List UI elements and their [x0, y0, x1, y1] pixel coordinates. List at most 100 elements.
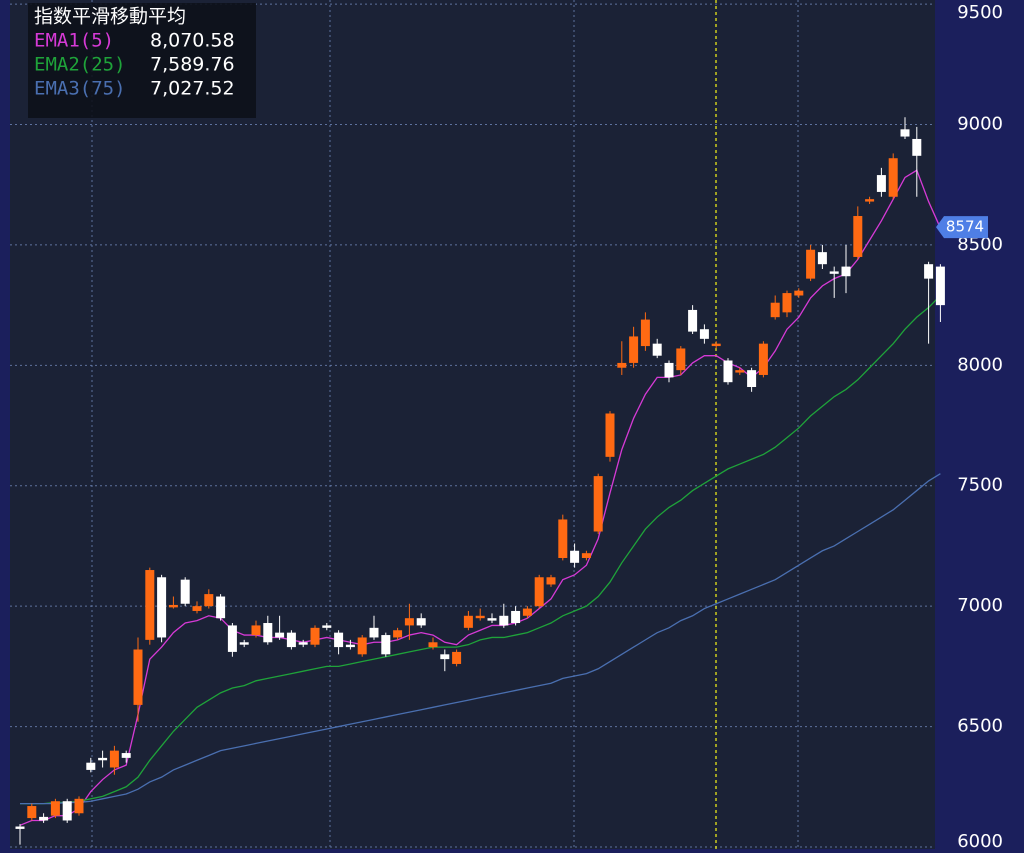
candle-body	[133, 649, 143, 705]
candle-body	[652, 343, 662, 356]
candle-body	[227, 625, 237, 652]
candle-body	[251, 625, 261, 636]
candle-body	[463, 615, 473, 628]
candle-body	[617, 362, 627, 368]
candle-body	[676, 348, 686, 371]
candle-body	[581, 553, 591, 558]
candle-body	[310, 627, 320, 645]
candle-body	[86, 762, 96, 770]
candle-body	[298, 642, 308, 645]
candle-body	[452, 651, 462, 664]
candle-body	[121, 753, 131, 758]
y-tick-label: 6500	[957, 716, 1003, 737]
candle-body	[27, 806, 37, 819]
candle-body	[98, 757, 108, 761]
y-tick-label: 6000	[957, 831, 1003, 852]
candle-body	[475, 615, 485, 619]
candle-body	[393, 630, 403, 638]
candle-body	[62, 801, 72, 821]
candle-body	[192, 606, 202, 611]
candle-body	[263, 623, 273, 643]
legend-name: EMA1(5)	[34, 30, 114, 52]
y-tick-label: 9500	[957, 2, 1003, 23]
legend: 指数平滑移動平均	[28, 3, 256, 118]
candle-body	[239, 642, 249, 645]
candle-body	[640, 319, 650, 347]
candle-body	[440, 654, 450, 660]
candle-body	[275, 632, 285, 638]
candle-body	[900, 129, 910, 137]
candle-body	[145, 570, 155, 640]
date-gridlines	[91, 0, 799, 849]
candle-body	[50, 801, 60, 816]
candles	[15, 117, 945, 845]
candle-body	[286, 632, 296, 648]
candle-body	[487, 618, 497, 621]
candle-body	[817, 252, 827, 265]
price-tag-bg	[936, 216, 988, 239]
legend-value: 7,589.76	[150, 54, 235, 76]
candle-body	[912, 138, 922, 156]
candle-body	[15, 826, 25, 829]
candle-body	[334, 632, 344, 648]
candle-body	[735, 370, 745, 373]
candle-body	[345, 644, 355, 648]
plot-area	[10, 0, 935, 849]
legend-name: EMA3(75)	[34, 78, 126, 100]
candle-body	[758, 343, 768, 375]
h-grid	[10, 3, 935, 848]
candle-body	[711, 343, 721, 347]
candle-body	[369, 627, 379, 638]
candle-body	[180, 579, 190, 604]
candle-body	[629, 336, 639, 363]
candle-body	[782, 293, 792, 313]
candle-body	[428, 642, 438, 648]
candle-body	[829, 271, 839, 274]
legend-title: 指数平滑移動平均	[34, 6, 186, 28]
legend-box	[28, 3, 256, 118]
ema-line	[20, 295, 941, 805]
candle-body	[404, 618, 414, 626]
candle-body	[511, 610, 521, 624]
price-tag: 8574	[946, 218, 984, 236]
y-tick-label: 8000	[957, 354, 1003, 375]
candle-body	[204, 594, 214, 607]
candle-body	[546, 577, 556, 585]
candle-body	[770, 302, 780, 318]
candle-body	[935, 266, 945, 306]
candle-body	[593, 476, 603, 532]
ema-line	[19, 169, 941, 826]
y-tick-label: 8500	[957, 234, 1003, 255]
candle-body	[723, 360, 733, 383]
candle-body	[74, 798, 84, 814]
candle-body	[322, 625, 332, 628]
legend-value: 7,027.52	[150, 78, 235, 100]
candle-body	[747, 370, 757, 388]
ema-lines	[19, 169, 941, 826]
candle-body	[381, 635, 391, 655]
candle-body	[794, 290, 804, 296]
candle-body	[499, 615, 509, 626]
y-tick-label: 9000	[957, 114, 1003, 135]
candle-body	[853, 216, 863, 257]
candle-body	[806, 249, 816, 279]
ema-line	[20, 473, 941, 805]
candle-body	[357, 637, 367, 655]
candle-body	[605, 413, 615, 457]
candle-body	[157, 577, 167, 638]
candle-body	[841, 266, 851, 277]
y-tick-label: 7500	[957, 475, 1003, 496]
legend-value: 8,070.58	[150, 30, 235, 52]
candle-body	[558, 519, 568, 558]
candle-body	[924, 264, 934, 279]
candle-body	[664, 362, 674, 378]
y-axis: 6000 6500 7000 7500 8000 8500 9000 9500 8574	[936, 2, 1003, 852]
candle-body	[416, 618, 426, 626]
y-tick-label: 7000	[957, 595, 1003, 616]
candle-body	[688, 309, 698, 332]
candle-body	[570, 550, 580, 563]
candle-body	[699, 329, 709, 339]
candle-body	[39, 816, 49, 821]
